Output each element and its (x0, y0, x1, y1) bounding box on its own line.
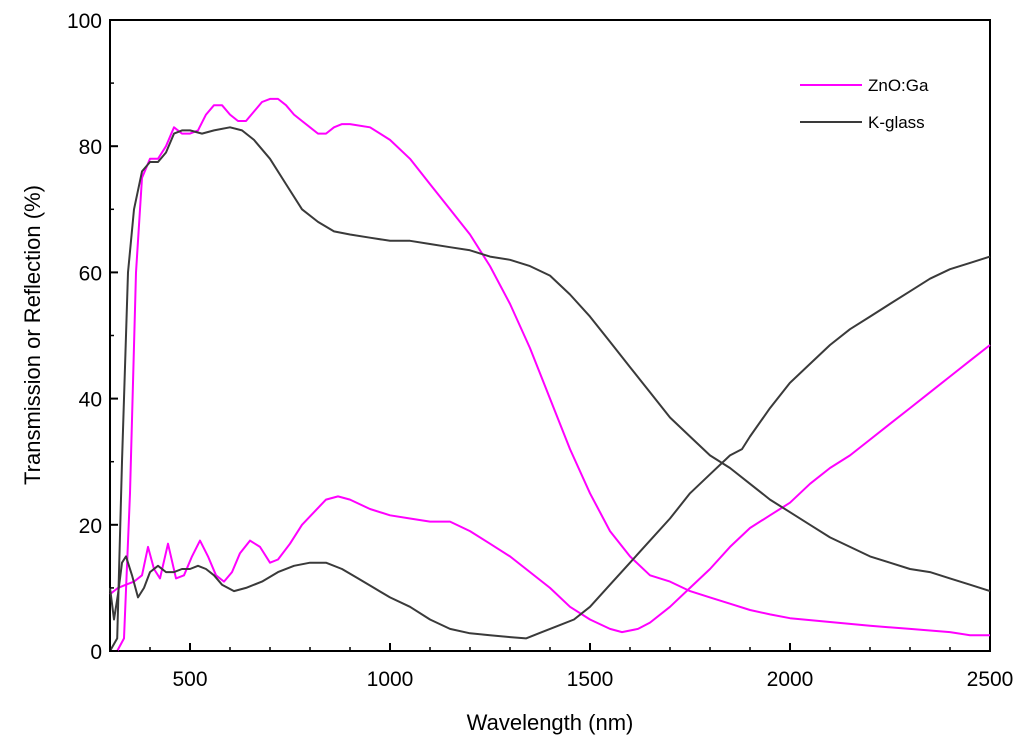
y-tick-label: 80 (79, 136, 102, 159)
y-axis-label: Transmission or Reflection (%) (20, 185, 45, 485)
series-line-zno-ga-transmission (116, 97, 990, 652)
y-tick-label: 40 (79, 389, 102, 412)
legend: ZnO:Ga K-glass (800, 76, 929, 132)
series-line-k-glass-reflection (109, 255, 991, 640)
legend-label-zno-ga: ZnO:Ga (868, 76, 929, 95)
y-tick-label: 0 (90, 641, 102, 664)
x-tick-label: 2500 (967, 668, 1014, 691)
series-line-k-glass-transmission (109, 126, 991, 652)
x-axis-label: Wavelength (nm) (467, 710, 634, 735)
x-tick-label: 1500 (567, 668, 614, 691)
x-tick-label: 500 (172, 668, 207, 691)
plot-area-frame (109, 19, 991, 652)
series-line-zno-ga-reflection (109, 344, 991, 634)
y-tick-label: 60 (79, 262, 102, 285)
legend-label-k-glass: K-glass (868, 113, 925, 132)
x-tick-label: 1000 (367, 668, 414, 691)
x-tick-label: 2000 (767, 668, 814, 691)
y-tick-label: 20 (79, 515, 102, 538)
y-tick-label: 100 (67, 10, 102, 33)
